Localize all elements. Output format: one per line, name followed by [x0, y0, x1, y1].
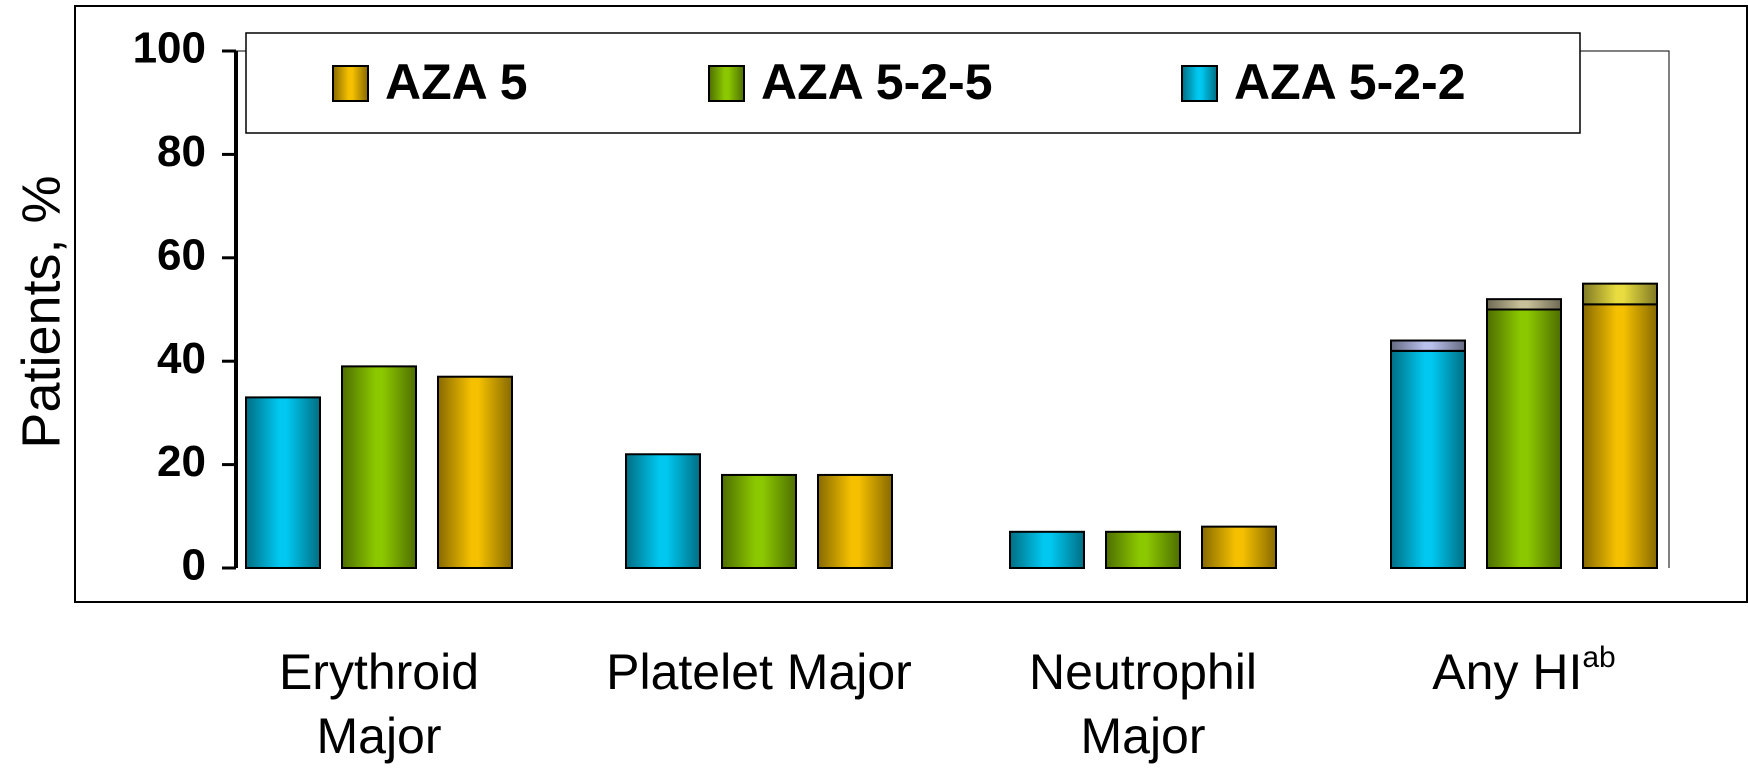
- bar-group: [721, 473, 797, 569]
- y-tick-label: 0: [182, 541, 206, 590]
- bar: [625, 453, 701, 570]
- x-tick-label: Platelet Major: [606, 644, 912, 700]
- x-tick-superscript: ab: [1582, 641, 1616, 674]
- y-tick-label: 20: [157, 437, 206, 486]
- x-tick-label: Erythroid Major: [278, 644, 480, 764]
- bar: [1390, 349, 1466, 569]
- bar-group: [1201, 525, 1277, 570]
- bar-group: [437, 375, 513, 569]
- bar-group: [341, 365, 417, 569]
- legend-item: AZA 5-2-2: [1181, 54, 1466, 110]
- legend-label: AZA 5-2-5: [761, 54, 993, 110]
- bar: [721, 473, 797, 569]
- bar: [341, 365, 417, 569]
- bar: [1009, 530, 1085, 569]
- bar-top-segment: [1486, 298, 1562, 311]
- legend-item: AZA 5: [332, 54, 528, 110]
- bar-group: [817, 473, 893, 569]
- bar-group: [1582, 282, 1658, 569]
- chart-frame: [74, 5, 1748, 603]
- y-tick-label: 60: [157, 230, 206, 279]
- bar-group: [1105, 530, 1181, 569]
- bar-group: [1390, 339, 1466, 569]
- bar-group: [1009, 530, 1085, 569]
- bar-group: [1486, 298, 1562, 569]
- bar: [1582, 303, 1658, 569]
- y-tick-label: 100: [133, 24, 206, 73]
- legend-box: [245, 32, 1581, 134]
- bar-group: [245, 396, 321, 570]
- y-tick-label: 40: [157, 334, 206, 383]
- bar: [245, 396, 321, 570]
- x-tick-label: Neutrophil Major: [1029, 644, 1257, 764]
- bar: [437, 375, 513, 569]
- bar-top-segment: [1390, 339, 1466, 352]
- y-axis-title: Patients, %: [11, 175, 71, 448]
- bar: [1105, 530, 1181, 569]
- bar: [1486, 308, 1562, 569]
- legend-item: AZA 5-2-5: [708, 54, 993, 110]
- y-tick-label: 80: [157, 127, 206, 176]
- bar: [817, 473, 893, 569]
- bar-top-segment: [1582, 282, 1658, 306]
- bar: [1201, 525, 1277, 570]
- bar-group: [625, 453, 701, 570]
- legend-label: AZA 5: [385, 54, 528, 110]
- legend-label: AZA 5-2-2: [1234, 54, 1466, 110]
- x-tick-label: Any HIab: [1432, 641, 1616, 701]
